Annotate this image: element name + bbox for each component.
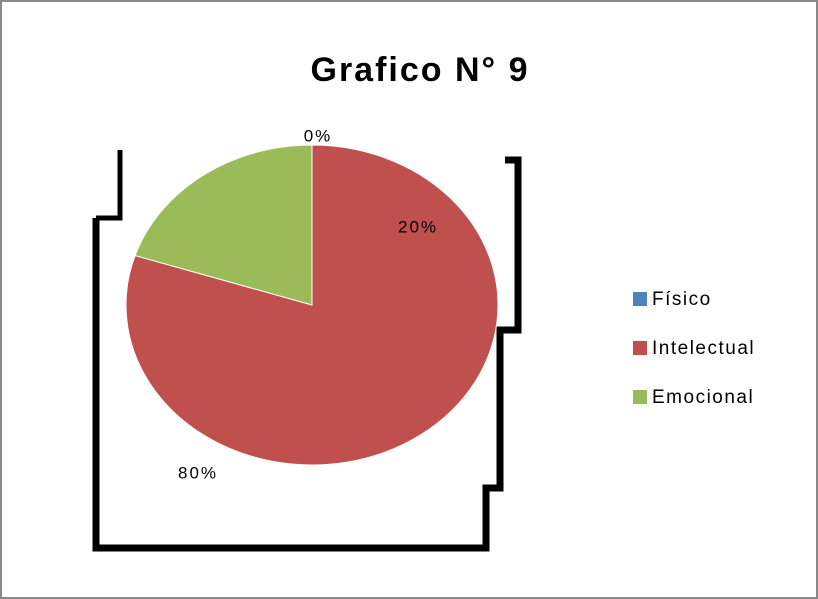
data-label: 0% <box>304 126 333 145</box>
data-label: 80% <box>178 463 218 482</box>
chart-title: Grafico N° 9 <box>311 51 530 89</box>
legend-label: Físico <box>652 289 712 310</box>
pie-slice <box>134 144 313 306</box>
data-label: 20% <box>398 217 438 236</box>
legend-label: Intelectual <box>652 338 755 359</box>
legend-swatch <box>633 292 647 306</box>
legend-label: Emocional <box>652 387 754 408</box>
legend-swatch <box>633 390 647 404</box>
plot-frame <box>92 150 522 552</box>
pie: 0% 80% 20% <box>125 126 499 482</box>
legend-swatch <box>633 341 647 355</box>
